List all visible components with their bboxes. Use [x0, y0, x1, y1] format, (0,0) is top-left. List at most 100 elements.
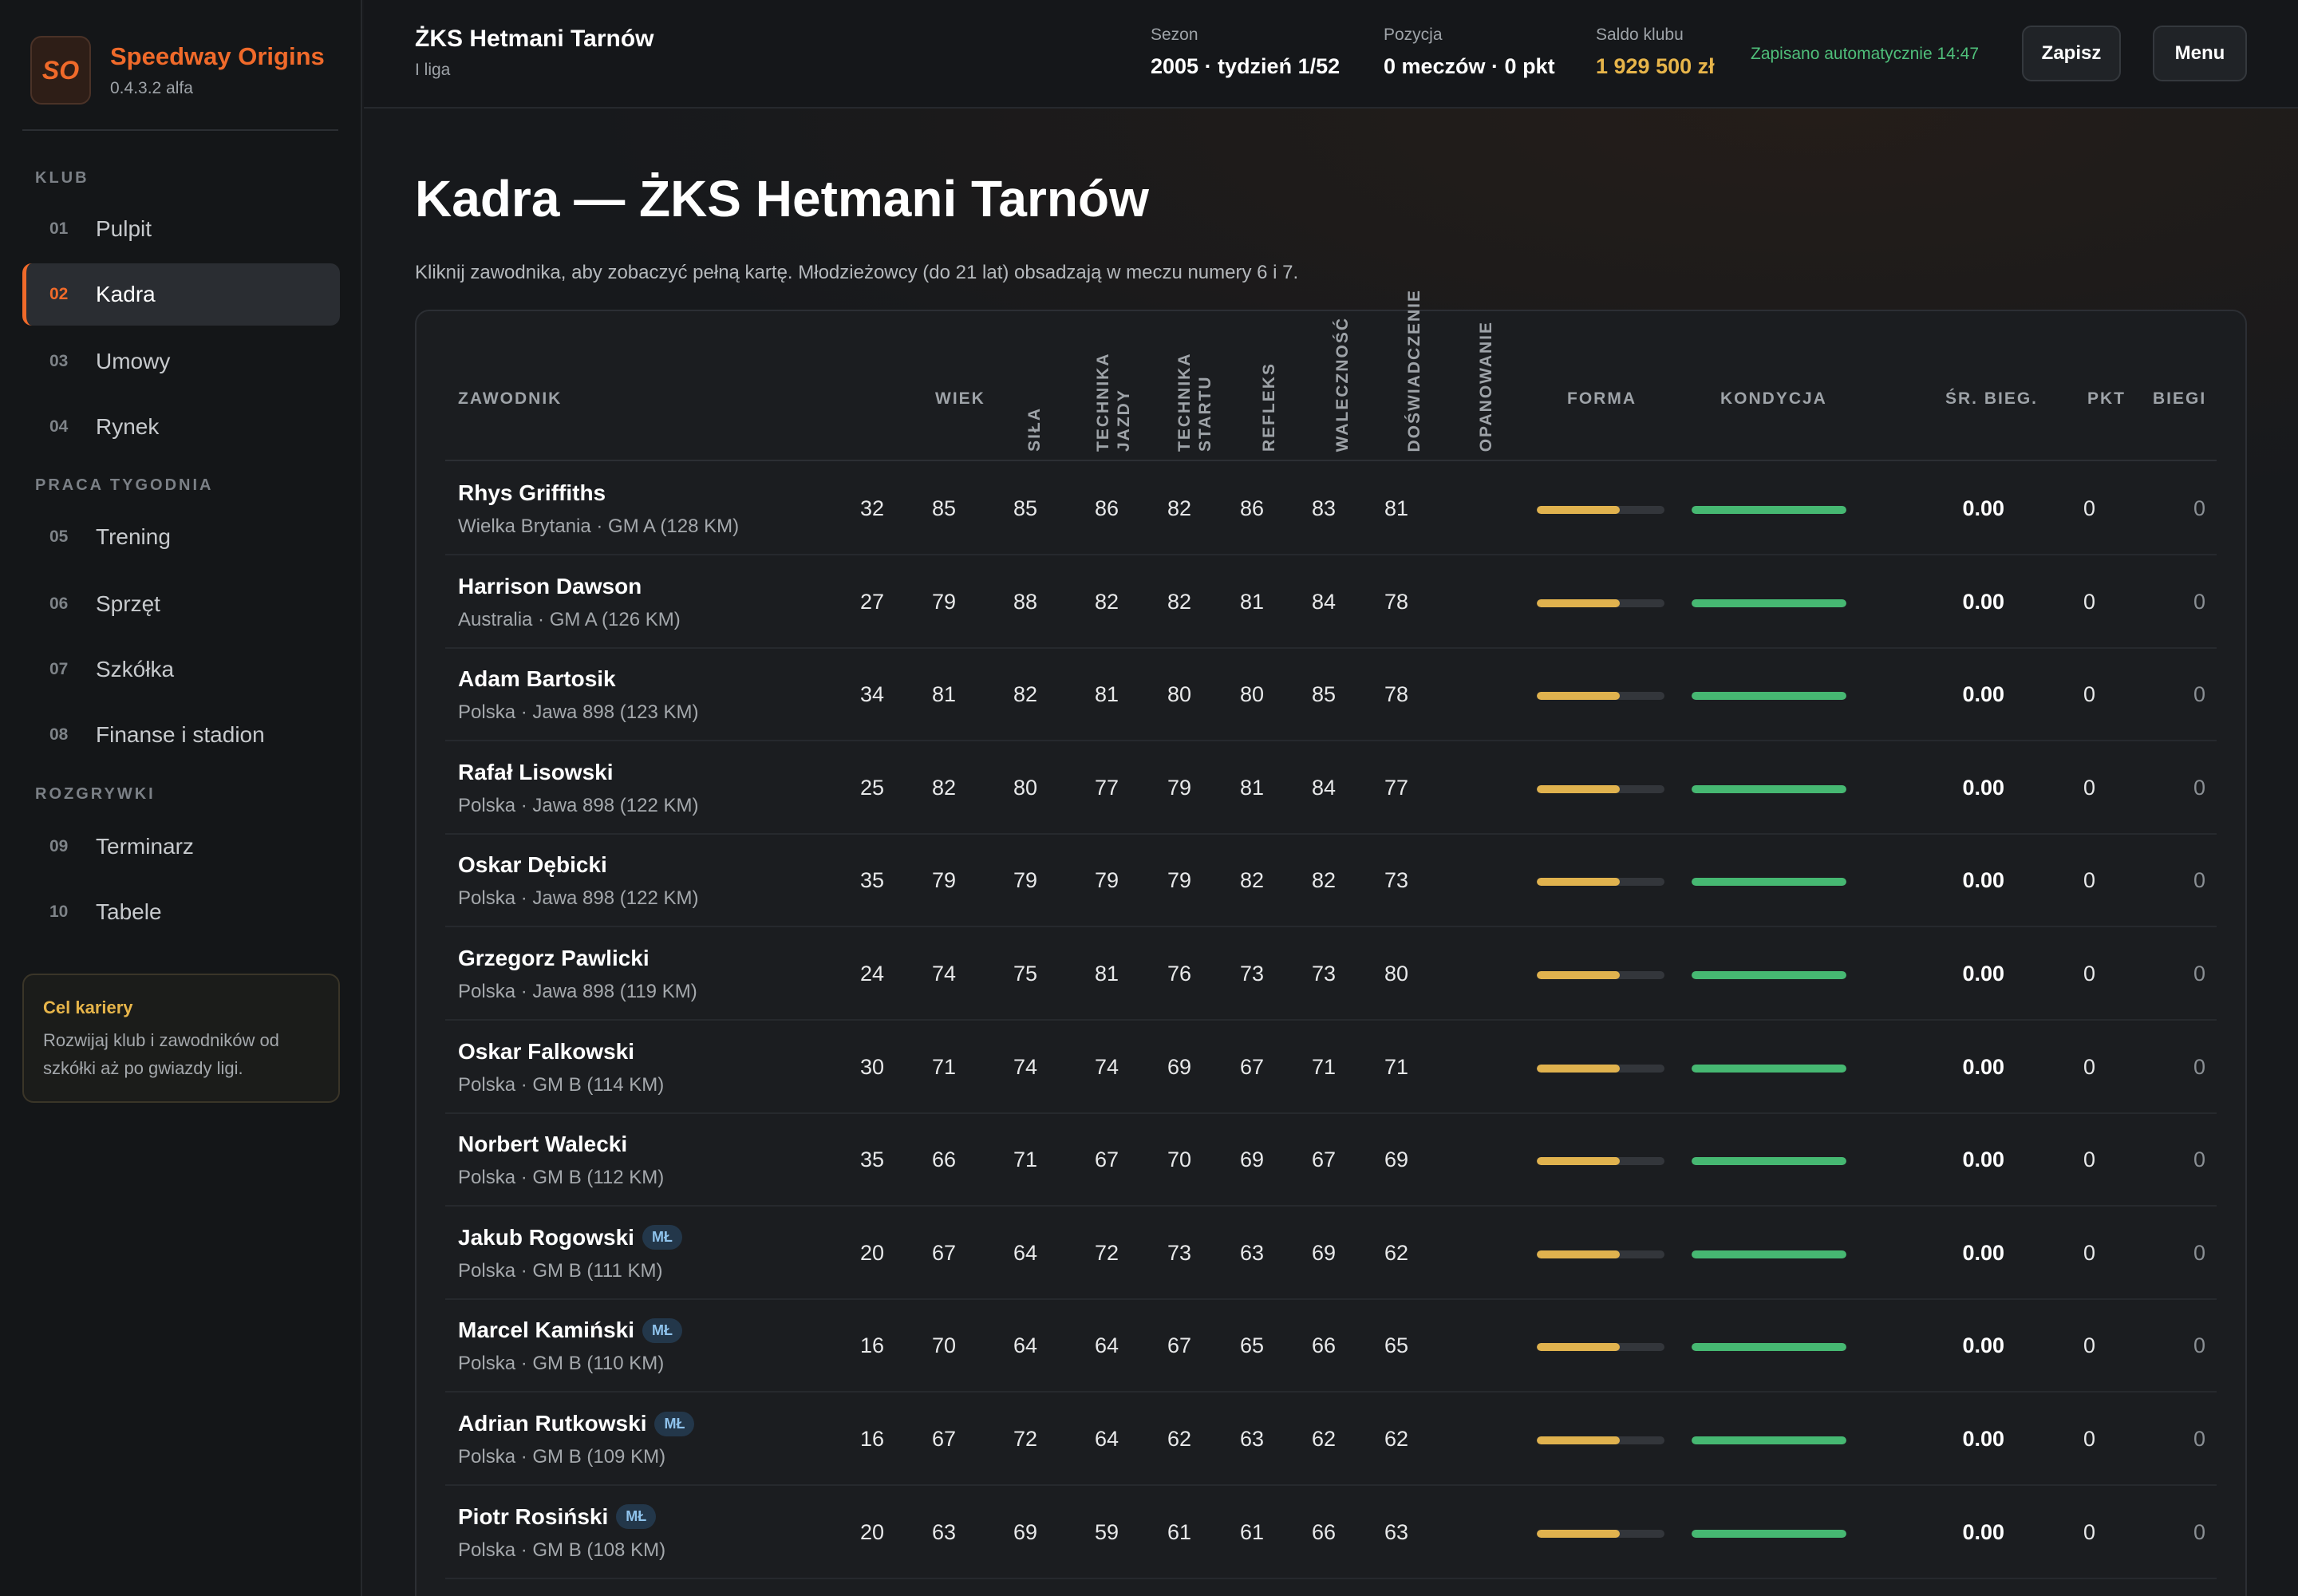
cell-pts: 0 — [2083, 1240, 2095, 1265]
cell-pts: 0 — [2083, 589, 2095, 614]
condition-bar-fill — [1692, 1064, 1846, 1073]
table-row[interactable]: Oskar Dębicki Polska · Jawa 898 (122 KM) 3… — [445, 835, 2217, 928]
brand[interactable]: SO Speedway Origins 0.4.3.2 alfa — [30, 32, 338, 109]
cell-heats: 0 — [2193, 962, 2205, 986]
col-header-start[interactable]: TECHNIKA STARTU — [1175, 353, 1214, 452]
player-meta: Australia · GM A (126 KM) — [458, 608, 681, 630]
sidebar-item-trening[interactable]: 05 Trening — [22, 506, 340, 568]
table-row[interactable]: Adrian Rutkowski MŁ Polska · GM B (109 KM)… — [445, 1393, 2217, 1486]
sidebar-item-pulpit[interactable]: 01 Pulpit — [22, 198, 340, 260]
table-row[interactable]: Harrison Dawson Australia · GM A (126 KM)… — [445, 556, 2217, 649]
form-bar-fill — [1537, 784, 1620, 793]
cell-experience: 82 — [1311, 868, 1336, 893]
col-header-pts[interactable]: PKT — [2087, 389, 2126, 408]
player-meta: Polska · Jawa 898 (119 KM) — [458, 981, 697, 1002]
col-header-form[interactable]: FORMA — [1567, 389, 1637, 408]
cell-start: 72 — [1094, 1240, 1119, 1265]
player-name: Adam Bartosik — [458, 666, 616, 692]
col-header-composure[interactable]: OPANOWANIE — [1477, 320, 1495, 452]
cell-composure: 77 — [1384, 775, 1408, 800]
cell-riding: 74 — [1013, 1054, 1037, 1079]
form-bar-fill — [1537, 1157, 1620, 1166]
table-row[interactable]: Grzegorz Pawlicki Polska · Jawa 898 (119 … — [445, 928, 2217, 1021]
col-header-age[interactable]: WIEK — [935, 389, 985, 408]
condition-bar-fill — [1692, 1157, 1846, 1166]
sidebar-item-sprzet[interactable]: 06 Sprzęt — [22, 573, 340, 635]
cell-start: 81 — [1094, 682, 1119, 707]
player-name-text: Jakub Rogowski — [458, 1224, 634, 1250]
col-header-riding[interactable]: TECHNIKA JAZDY — [1094, 353, 1133, 452]
sidebar-item-number: 06 — [49, 595, 69, 613]
col-header-player[interactable]: ZAWODNIK — [458, 389, 563, 408]
cell-experience: 71 — [1311, 1054, 1336, 1079]
cell-heats: 0 — [2193, 1240, 2205, 1265]
cell-composure: 65 — [1384, 1333, 1408, 1358]
cell-heats: 0 — [2193, 1148, 2205, 1172]
col-header-heats[interactable]: BIEGI — [2153, 389, 2207, 408]
table-row[interactable]: Marcel Kamiński MŁ Polska · GM B (110 KM) 1… — [445, 1300, 2217, 1393]
table-row[interactable]: Adam Bartosik Polska · Jawa 898 (123 KM) 3… — [445, 649, 2217, 742]
player-meta: Polska · GM B (111 KM) — [458, 1259, 663, 1282]
player-meta: Polska · GM B (108 KM) — [458, 1539, 666, 1561]
season-label: Sezon — [1151, 26, 1198, 44]
table-row[interactable]: Rafał Lisowski Polska · Jawa 898 (122 KM)… — [445, 742, 2217, 835]
cell-pts: 0 — [2083, 496, 2095, 520]
player-name-text: Harrison Dawson — [458, 573, 642, 598]
sidebar-item-number: 09 — [49, 837, 69, 855]
col-header-avg[interactable]: ŚR. BIEG. — [1945, 389, 2039, 408]
cell-strength: 79 — [931, 589, 956, 614]
sidebar-item-tabele[interactable]: 10 Tabele — [22, 881, 340, 943]
cell-avg: 0.00 — [1962, 1054, 2004, 1079]
sidebar-item-label: Tabele — [96, 899, 162, 924]
player-name: Rhys Griffiths — [458, 480, 606, 506]
sidebar-item-finanse[interactable]: 08 Finanse i stadion — [22, 704, 340, 766]
form-bar-fill — [1537, 506, 1620, 514]
sidebar-item-szkolka[interactable]: 07 Szkółka — [22, 638, 340, 701]
condition-bar-fill — [1692, 1250, 1846, 1258]
save-button[interactable]: Zapisz — [2022, 26, 2121, 81]
cell-heats: 0 — [2193, 682, 2205, 707]
junior-badge: MŁ — [642, 1225, 682, 1250]
cell-experience: 73 — [1311, 962, 1336, 986]
player-name: Jakub Rogowski MŁ — [458, 1225, 682, 1250]
sidebar-item-number: 08 — [49, 725, 69, 744]
cell-composure: 63 — [1384, 1519, 1408, 1544]
col-header-reflex[interactable]: REFLEKS — [1260, 361, 1278, 452]
sidebar-item-label: Sprzęt — [96, 591, 160, 616]
player-name: Oskar Falkowski — [458, 1039, 634, 1065]
table-row[interactable]: Jakub Rogowski MŁ Polska · GM B (111 KM) 20… — [445, 1207, 2217, 1300]
table-row[interactable]: Piotr Rosiński MŁ Polska · GM B (108 KM) 20… — [445, 1487, 2217, 1579]
col-header-fight[interactable]: WALECZNOŚĆ — [1333, 316, 1352, 452]
club-name: ŻKS Hetmani Tarnów — [415, 26, 654, 52]
menu-button[interactable]: Menu — [2153, 26, 2247, 81]
player-name-text: Oskar Dębicki — [458, 852, 607, 878]
cell-start: 67 — [1094, 1148, 1119, 1172]
cell-strength: 70 — [931, 1333, 956, 1358]
cell-reflex: 73 — [1167, 1240, 1191, 1265]
sidebar-item-label: Umowy — [96, 349, 171, 373]
table-row[interactable]: Norbert Walecki Polska · GM B (112 KM) 35 6… — [445, 1114, 2217, 1207]
cell-fight: 81 — [1239, 589, 1264, 614]
sidebar-item-terminarz[interactable]: 09 Terminarz — [22, 816, 340, 878]
sidebar-item-label: Kadra — [96, 282, 156, 306]
col-header-experience[interactable]: DOŚWIADCZENIE — [1405, 288, 1423, 452]
col-header-strength[interactable]: SIŁA — [1025, 407, 1044, 452]
cell-composure: 62 — [1384, 1427, 1408, 1451]
form-bar — [1537, 1157, 1664, 1166]
cell-start: 77 — [1094, 775, 1119, 800]
cell-fight: 63 — [1239, 1240, 1264, 1265]
career-goal-card: Cel kariery Rozwijaj klub i zawodników o… — [22, 974, 340, 1103]
cell-age: 27 — [859, 589, 884, 614]
table-row[interactable]: Oskar Falkowski Polska · GM B (114 KM) 30 7… — [445, 1021, 2217, 1114]
sidebar-item-rynek[interactable]: 04 Rynek — [22, 396, 340, 458]
cell-pts: 0 — [2083, 775, 2095, 800]
sidebar-item-kadra[interactable]: 02 Kadra — [22, 263, 340, 326]
balance-stat: Saldo klubu 1 929 500 zł — [1596, 26, 1715, 79]
table-row[interactable]: Rhys Griffiths Wielka Brytania · GM A (12… — [445, 463, 2217, 555]
player-name: Rafał Lisowski — [458, 760, 614, 785]
cell-age: 20 — [859, 1519, 884, 1544]
sidebar-item-umowy[interactable]: 03 Umowy — [22, 330, 340, 393]
col-header-condition[interactable]: KONDYCJA — [1720, 389, 1827, 408]
player-name: Adrian Rutkowski MŁ — [458, 1411, 695, 1436]
cell-avg: 0.00 — [1962, 962, 2004, 986]
